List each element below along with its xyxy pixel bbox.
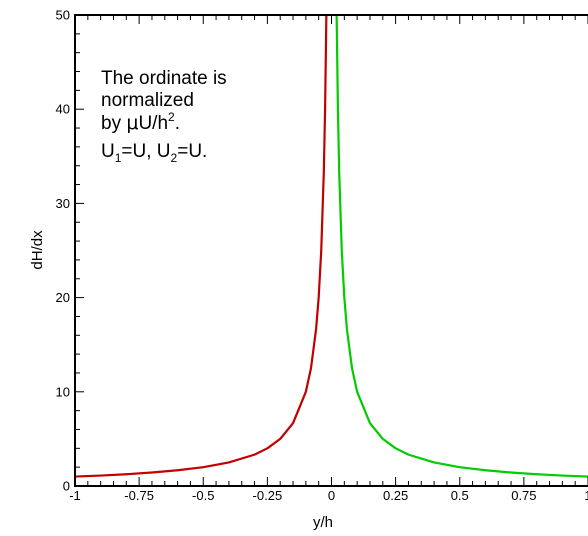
note-u-over-h: U/h: [138, 113, 168, 134]
x-tick-label: 1: [584, 488, 588, 503]
annotation-note: The ordinate is normalized by μU/h2. U1=…: [101, 68, 227, 165]
y-tick-label: 40: [56, 102, 70, 117]
x-tick-label: 0.5: [451, 488, 469, 503]
note-by: by: [101, 113, 126, 134]
note-eq-u-end: =U.: [177, 141, 207, 162]
note-mu-symbol: μ: [126, 112, 138, 134]
series-line-2: [335, 14, 588, 478]
note-u: U: [101, 141, 115, 162]
note-superscript-2: 2: [168, 110, 175, 124]
x-tick-label: -0.5: [192, 488, 214, 503]
x-tick-label: -0.25: [253, 488, 283, 503]
x-axis-title: y/h: [313, 514, 333, 531]
note-period: .: [175, 113, 180, 134]
note-subscript-2: 2: [171, 151, 178, 165]
note-subscript-1: 1: [115, 151, 122, 165]
series-layer: [74, 14, 588, 478]
note-line-2: normalized: [101, 90, 194, 111]
x-tick-label: -1: [69, 488, 81, 503]
x-tick-label: 0: [328, 488, 335, 503]
plot-frame: [74, 14, 588, 487]
x-tick-label: 0.25: [383, 488, 408, 503]
note-eq-u: =U, U: [121, 141, 170, 162]
y-tick-label: 50: [56, 8, 70, 23]
series-line-1: [74, 14, 328, 478]
x-tick-label: 0.75: [511, 488, 536, 503]
y-tick-label: 30: [56, 196, 70, 211]
y-tick-label: 0: [63, 479, 70, 494]
note-line-4: U1=U, U2=U.: [101, 141, 207, 165]
note-line-1: The ordinate is: [101, 68, 227, 89]
x-tick-label: -0.75: [124, 488, 154, 503]
y-tick-label: 20: [56, 290, 70, 305]
y-axis-title: dH/dx: [29, 230, 46, 270]
y-tick-label: 10: [56, 384, 70, 399]
note-line-3: by μU/h2.: [101, 110, 180, 134]
